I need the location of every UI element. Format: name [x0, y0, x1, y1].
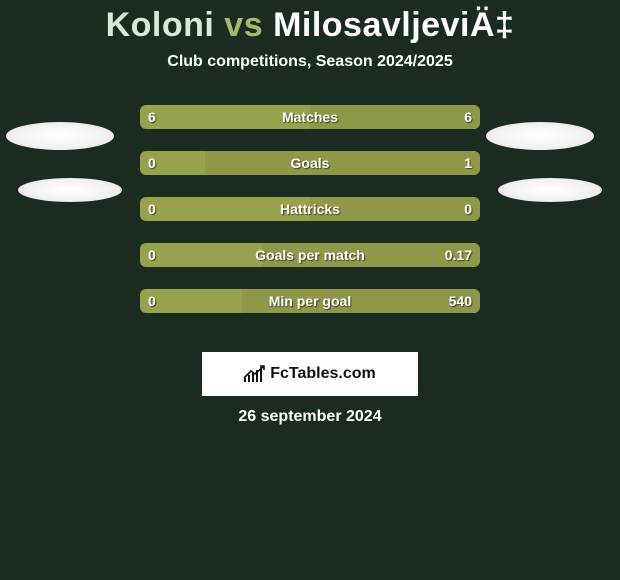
stat-value-left: 0: [148, 151, 156, 175]
stat-label: Goals per match: [140, 243, 480, 267]
shadow-ellipse: [6, 122, 114, 150]
stats-comparison-card: Koloni vs MilosavljeviÄ‡ Club competitio…: [0, 0, 620, 580]
stat-label: Min per goal: [140, 289, 480, 313]
stat-value-left: 0: [148, 197, 156, 221]
player2-name: MilosavljeviÄ‡: [273, 6, 514, 44]
stat-label: Matches: [140, 105, 480, 129]
shadow-ellipse: [18, 178, 122, 202]
shadow-ellipse: [498, 178, 602, 202]
stat-row: Hattricks0 0: [0, 197, 620, 243]
trend-arrow-icon: [243, 365, 265, 379]
bar-chart-icon: [244, 366, 264, 382]
brand-badge[interactable]: FcTables.com: [202, 352, 418, 396]
vs-label: vs: [224, 6, 263, 44]
stat-value-right: 1: [464, 151, 472, 175]
stat-label: Hattricks: [140, 197, 480, 221]
subtitle: Club competitions, Season 2024/2025: [0, 53, 620, 71]
stat-value-right: 540: [449, 289, 472, 313]
stat-row: Min per goal0 540: [0, 289, 620, 335]
stat-value-left: 0: [148, 289, 156, 313]
stat-row: Goals per match0 0.17: [0, 243, 620, 289]
stat-value-right: 0.17: [445, 243, 472, 267]
player1-name: Koloni: [106, 6, 215, 44]
stat-value-left: 6: [148, 105, 156, 129]
stat-label: Goals: [140, 151, 480, 175]
stat-value-right: 6: [464, 105, 472, 129]
stat-value-right: 0: [464, 197, 472, 221]
brand-text: FcTables.com: [270, 365, 376, 383]
shadow-ellipse: [486, 122, 594, 150]
page-title: Koloni vs MilosavljeviÄ‡: [0, 0, 620, 45]
stat-value-left: 0: [148, 243, 156, 267]
date-label: 26 september 2024: [0, 408, 620, 426]
